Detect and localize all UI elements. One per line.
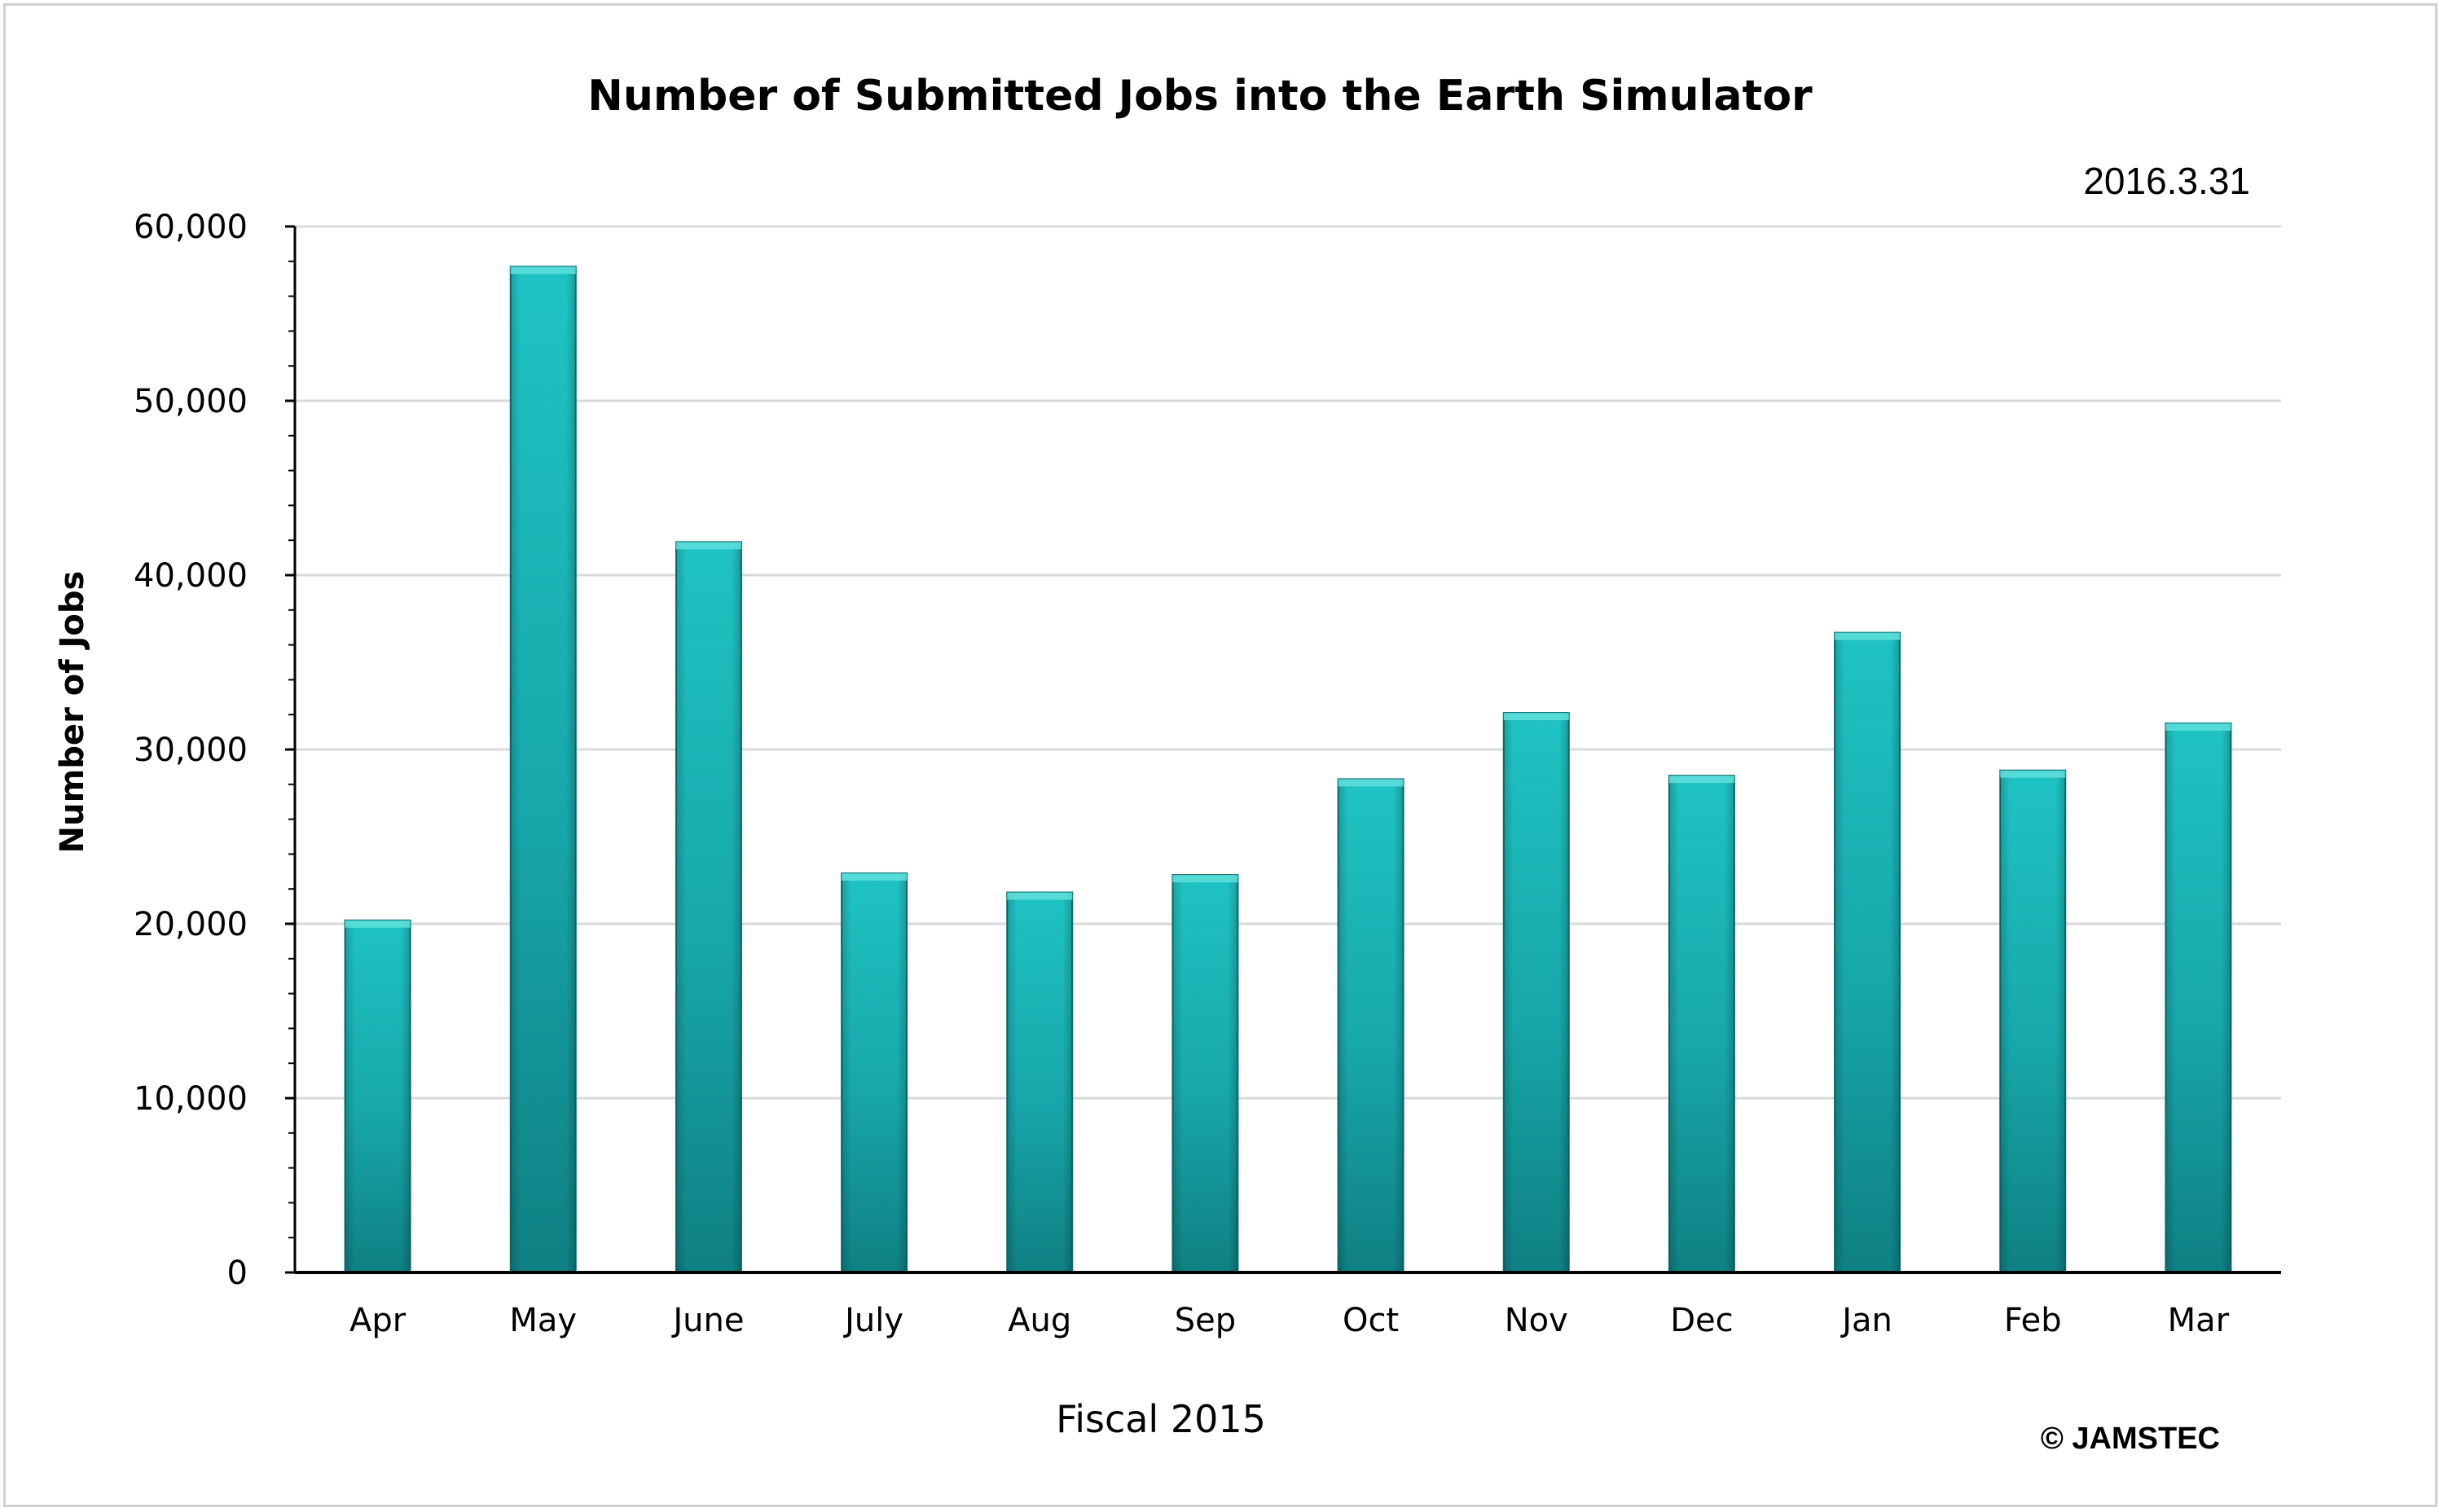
bar-sep [1171, 874, 1239, 1273]
bar-shading [510, 266, 576, 1273]
bar-shading [1172, 875, 1238, 1272]
bar-aug [1006, 891, 1074, 1273]
gridlines [295, 225, 2281, 1100]
bar-cap [345, 920, 411, 928]
x-tick-label: Mar [2168, 1302, 2230, 1339]
x-tick-label: Feb [2004, 1302, 2062, 1339]
bar-feb [1999, 769, 2067, 1273]
x-tick-label: May [509, 1302, 577, 1339]
bars [344, 266, 2232, 1274]
bar-shading [345, 920, 411, 1272]
bar-cap [842, 872, 908, 881]
x-tick-label: July [842, 1302, 903, 1339]
bar-june [675, 541, 742, 1273]
bar-shading [1338, 779, 1404, 1272]
y-tick-label: 20,000 [134, 906, 248, 943]
x-tick-label: June [670, 1302, 744, 1339]
y-tick-label: 0 [227, 1255, 248, 1292]
x-tick-label: Sep [1175, 1302, 1236, 1339]
x-tick-label: Nov [1505, 1302, 1568, 1339]
bar-cap [1668, 776, 1734, 784]
y-tick-label: 40,000 [134, 557, 248, 595]
y-tick-label: 60,000 [134, 209, 248, 246]
bar-july [841, 872, 908, 1273]
chart-date: 2016.3.31 [2083, 160, 2250, 202]
x-axis: Apr May June July Aug Sep Oct Nov Dec Jan Feb Mar [295, 1271, 2281, 1339]
bar-cap [675, 542, 741, 550]
bar-cap [1835, 632, 1901, 640]
bar-mar [2165, 722, 2232, 1273]
bar-nov [1502, 712, 1570, 1273]
bar-cap [510, 266, 576, 275]
bar-cap [1172, 875, 1238, 883]
y-tick-label: 50,000 [134, 383, 248, 420]
bar-shading [675, 542, 741, 1272]
bar-shading [2000, 770, 2066, 1272]
x-tick-label: Apr [349, 1302, 407, 1339]
bar-cap [2000, 770, 2066, 778]
y-tick-label: 10,000 [134, 1080, 248, 1118]
bar-shading [842, 872, 908, 1272]
bar-shading [1668, 776, 1734, 1272]
bar-cap [1503, 713, 1569, 721]
x-tick-label: Dec [1670, 1302, 1733, 1339]
bar-apr [344, 919, 411, 1273]
x-tick-label: Jan [1840, 1302, 1892, 1339]
y-axis-label: Number of Jobs [54, 571, 91, 854]
copyright-text: © JAMSTEC [2041, 1422, 2220, 1456]
bar-cap [1007, 892, 1073, 900]
y-axis: 0 10,000 20,000 30,000 40,000 50,000 60,000 [134, 209, 297, 1292]
bar-jan [1834, 631, 1901, 1273]
x-tick-label: Oct [1343, 1302, 1399, 1339]
bar-shading [1503, 713, 1569, 1272]
bar-cap [2165, 723, 2231, 731]
x-axis-label: Fiscal 2015 [1056, 1397, 1266, 1441]
bar-oct [1337, 778, 1404, 1273]
bar-cap [1338, 779, 1404, 787]
x-tick-label: Aug [1008, 1302, 1071, 1339]
bar-dec [1668, 775, 1735, 1273]
bar-may [509, 266, 577, 1274]
chart-title: Number of Submitted Jobs into the Earth … [587, 72, 1813, 121]
bar-shading [2165, 723, 2231, 1272]
y-tick-label: 30,000 [134, 732, 248, 769]
bar-shading [1835, 632, 1901, 1272]
bar-shading [1007, 892, 1073, 1272]
